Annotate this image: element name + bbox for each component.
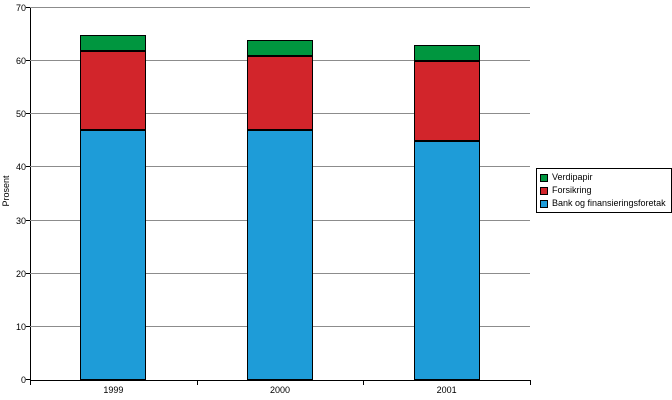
y-tick-label: 0 (20, 375, 26, 385)
y-tick-label: 50 (15, 109, 26, 119)
x-axis-label: 2001 (436, 385, 457, 395)
legend-label: Forsikring (552, 185, 592, 195)
y-tick-label: 30 (15, 216, 26, 226)
legend-label: Bank og finansieringsforetak (552, 198, 666, 208)
y-tick (26, 166, 30, 167)
y-tick-label: 70 (15, 3, 26, 13)
y-tick-label: 20 (15, 269, 26, 279)
y-tick (26, 326, 30, 327)
legend-swatch-forsikring (540, 186, 548, 195)
y-tick (26, 220, 30, 221)
y-tick (26, 113, 30, 114)
x-tick (530, 381, 531, 385)
y-tick (26, 379, 30, 380)
y-tick-label: 10 (15, 322, 26, 332)
bar-segment-bank-og-finansieringsforetak (80, 130, 147, 380)
bar-segment-verdipapir (247, 39, 313, 56)
y-tick-label: 60 (15, 56, 26, 66)
legend-swatch-verdipapir (540, 173, 548, 182)
legend-item: Verdipapir (540, 172, 666, 183)
legend-label: Verdipapir (552, 172, 593, 182)
legend-item: Forsikring (540, 185, 666, 196)
bar-segment-bank-og-finansieringsforetak (247, 130, 313, 380)
bar-segment-bank-og-finansieringsforetak (413, 140, 480, 380)
legend-swatch-bank-og-finansieringsforetak (540, 199, 548, 208)
bar-segment-forsikring (247, 55, 313, 131)
y-tick (26, 60, 30, 61)
bar-segment-verdipapir (413, 45, 480, 62)
legend-item: Bank og finansieringsforetak (540, 198, 666, 209)
plot-area (30, 8, 531, 381)
x-tick (363, 381, 364, 385)
bar-segment-forsikring (80, 50, 147, 131)
y-tick-label: 40 (15, 162, 26, 172)
y-tick (26, 7, 30, 8)
bar-segment-verdipapir (80, 34, 147, 51)
gridline (30, 7, 530, 8)
y-tick (26, 273, 30, 274)
x-axis-label: 2000 (269, 385, 290, 395)
bar-segment-forsikring (413, 61, 480, 141)
x-tick (30, 381, 31, 385)
x-axis-label: 1999 (103, 385, 124, 395)
legend: Verdipapir Forsikring Bank og finansiering… (536, 168, 672, 213)
x-tick (197, 381, 198, 385)
